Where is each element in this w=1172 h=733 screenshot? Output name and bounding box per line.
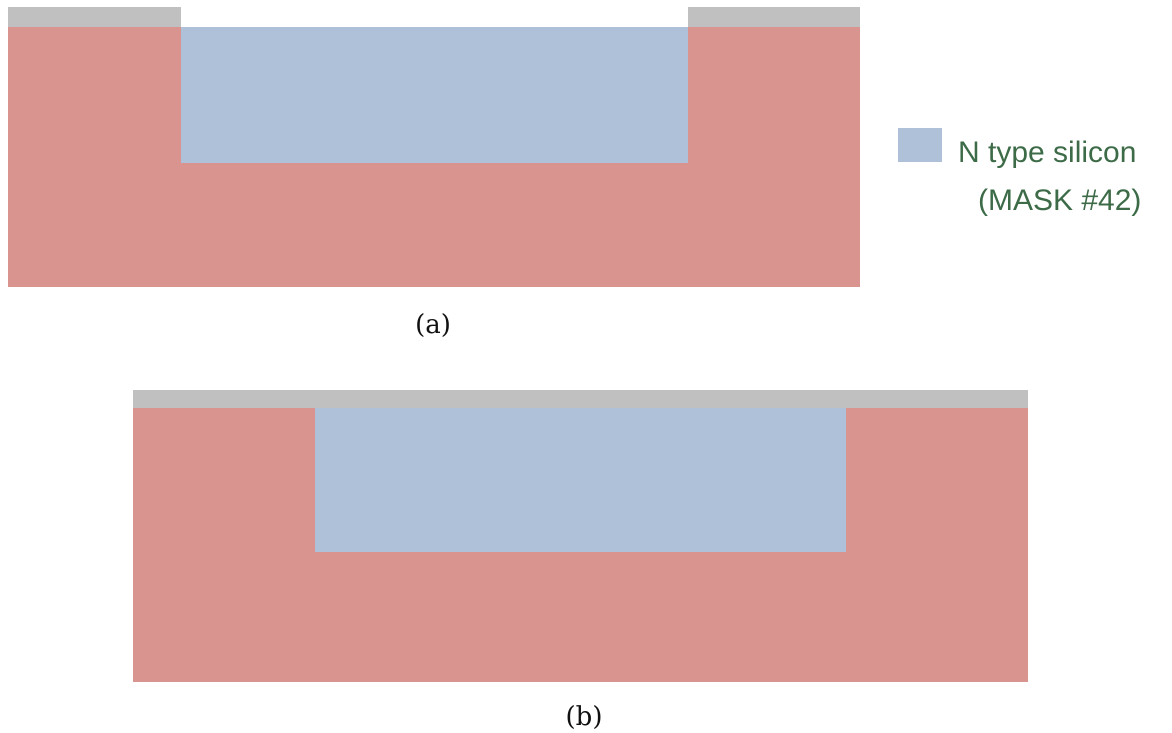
figure-a-n-well <box>181 27 688 163</box>
legend-label-line1: N type silicon <box>958 136 1137 169</box>
figure-b-oxide <box>133 390 1028 408</box>
figure-b-caption: (b) <box>565 702 603 732</box>
n-type-silicon-swatch-icon <box>898 128 942 162</box>
figure-b-n-well <box>315 408 846 552</box>
figure-a-oxide-right <box>688 7 860 27</box>
figure-a-oxide-left <box>8 7 181 27</box>
figure-a-caption: (a) <box>415 310 451 340</box>
legend-label-line2: (MASK #42) <box>978 184 1142 217</box>
